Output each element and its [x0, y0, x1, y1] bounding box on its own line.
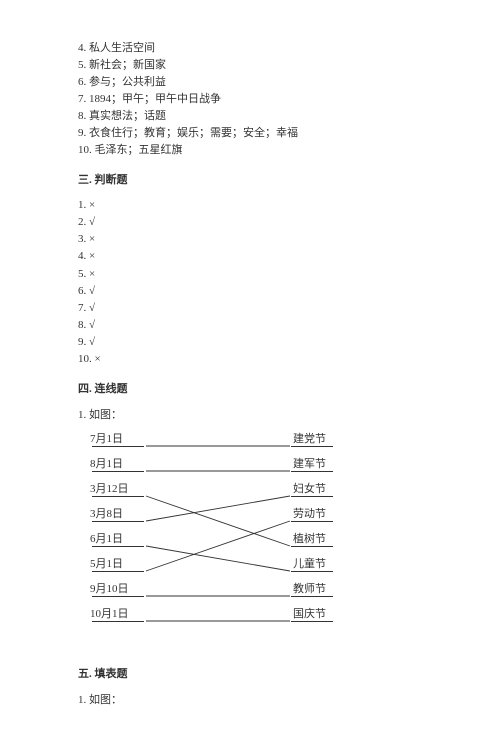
- judge-line: 6. √: [78, 283, 422, 300]
- answer-line: 4. 私人生活空间: [78, 40, 422, 57]
- answer-line: 9. 衣食住行；教育；娱乐；需要；安全；幸福: [78, 125, 422, 142]
- answer-line: 7. 1894；甲午；甲午中日战争: [78, 91, 422, 108]
- answer-line: 10. 毛泽东；五星红旗: [78, 142, 422, 159]
- section4-heading: 四. 连线题: [78, 380, 422, 396]
- section3-heading: 三. 判断题: [78, 171, 422, 187]
- judge-line: 8. √: [78, 317, 422, 334]
- judge-list: 1. ×2. √3. ×4. ×5. ×6. √7. √8. √9. √10. …: [78, 197, 422, 367]
- judge-line: 7. √: [78, 300, 422, 317]
- section5-heading: 五. 填表题: [78, 665, 422, 681]
- judge-line: 10. ×: [78, 351, 422, 368]
- judge-line: 9. √: [78, 334, 422, 351]
- judge-line: 3. ×: [78, 231, 422, 248]
- connection-lines: [78, 432, 398, 647]
- judge-line: 1. ×: [78, 197, 422, 214]
- matching-diagram: 7月1日8月1日3月12日3月8日6月1日5月1日9月10日10月1日建党节建军…: [78, 432, 398, 647]
- section4-intro: 1. 如图：: [78, 406, 422, 422]
- section5-intro: 1. 如图：: [78, 691, 422, 707]
- answer-line: 8. 真实想法；话题: [78, 108, 422, 125]
- judge-line: 2. √: [78, 214, 422, 231]
- top-answers: 4. 私人生活空间5. 新社会；新国家6. 参与；公共利益7. 1894；甲午；…: [78, 40, 422, 159]
- answer-line: 5. 新社会；新国家: [78, 57, 422, 74]
- judge-line: 4. ×: [78, 248, 422, 265]
- judge-line: 5. ×: [78, 266, 422, 283]
- answer-line: 6. 参与；公共利益: [78, 74, 422, 91]
